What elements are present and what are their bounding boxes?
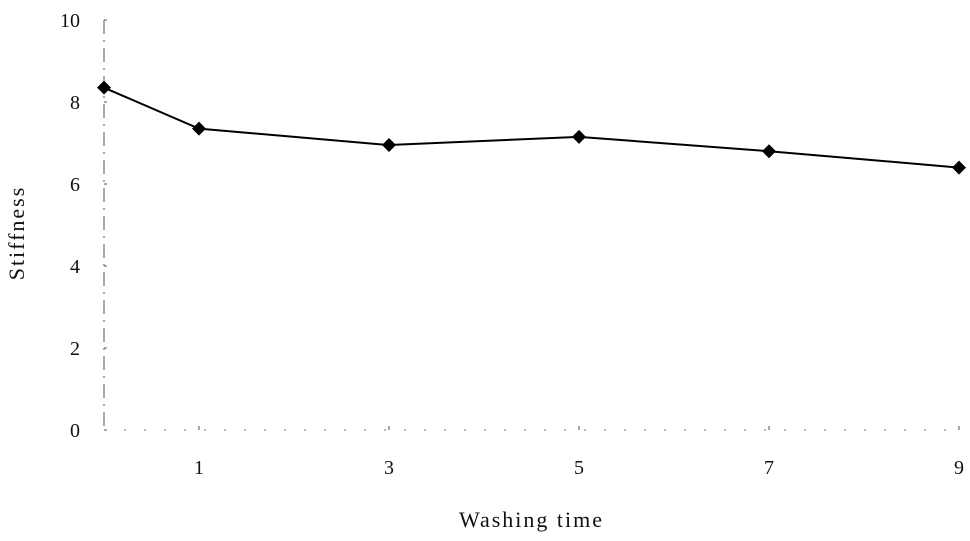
data-point-marker (572, 129, 586, 144)
y-tick-label: 8 (70, 92, 80, 114)
data-point-marker (97, 80, 111, 95)
y-tick-label: 6 (70, 174, 80, 196)
x-tick-label: 9 (954, 457, 964, 479)
x-axis-title: Washing time (459, 507, 604, 532)
y-tick-label: 2 (70, 338, 80, 360)
axes (103, 20, 959, 431)
tick-labels: 0 2 4 6 8 10 1 3 5 7 9 (60, 10, 964, 479)
y-axis-title: Stiffness (4, 186, 29, 281)
data-point-marker (762, 144, 776, 159)
data-point-marker (952, 160, 966, 175)
data-point-marker (382, 138, 396, 153)
y-tick-label: 0 (70, 420, 80, 442)
x-tick-label: 5 (574, 457, 584, 479)
x-tick-label: 1 (194, 457, 204, 479)
x-tick-label: 3 (384, 457, 394, 479)
y-tick-label: 10 (60, 10, 80, 32)
y-tick-label: 4 (70, 256, 80, 278)
x-tick-label: 7 (764, 457, 774, 479)
data-point-marker (192, 121, 206, 136)
series-line (103, 86, 960, 169)
series-layer (97, 80, 966, 175)
